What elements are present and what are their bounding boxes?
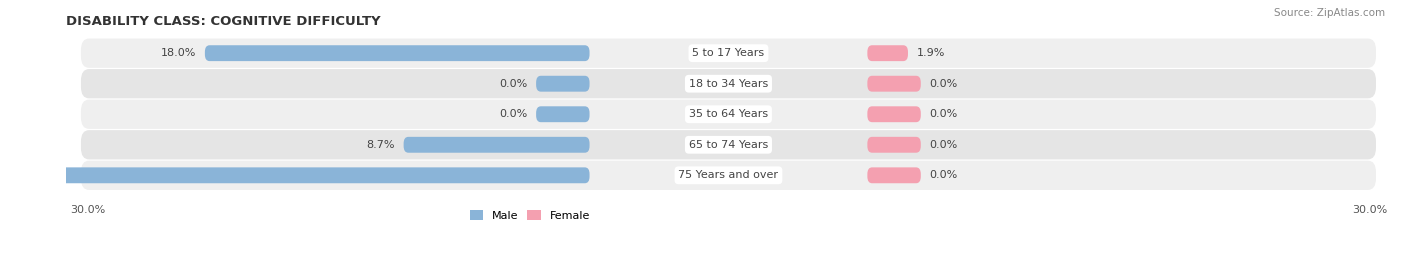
Text: 28.6%: 28.6% [4, 170, 42, 180]
FancyBboxPatch shape [404, 137, 589, 153]
FancyBboxPatch shape [82, 38, 1376, 68]
Text: 8.7%: 8.7% [367, 140, 395, 150]
FancyBboxPatch shape [82, 69, 1376, 98]
FancyBboxPatch shape [868, 167, 921, 183]
Text: DISABILITY CLASS: COGNITIVE DIFFICULTY: DISABILITY CLASS: COGNITIVE DIFFICULTY [66, 15, 381, 28]
Text: Source: ZipAtlas.com: Source: ZipAtlas.com [1274, 8, 1385, 18]
Legend: Male, Female: Male, Female [465, 206, 595, 225]
FancyBboxPatch shape [868, 76, 921, 92]
Text: 0.0%: 0.0% [929, 140, 957, 150]
Text: 0.0%: 0.0% [499, 79, 527, 89]
FancyBboxPatch shape [82, 100, 1376, 129]
Text: 35 to 64 Years: 35 to 64 Years [689, 109, 768, 119]
FancyBboxPatch shape [868, 137, 921, 153]
FancyBboxPatch shape [868, 45, 908, 61]
Text: 18 to 34 Years: 18 to 34 Years [689, 79, 768, 89]
Text: 0.0%: 0.0% [499, 109, 527, 119]
FancyBboxPatch shape [536, 76, 589, 92]
FancyBboxPatch shape [82, 130, 1376, 160]
FancyBboxPatch shape [82, 161, 1376, 190]
FancyBboxPatch shape [536, 106, 589, 122]
Text: 5 to 17 Years: 5 to 17 Years [692, 48, 765, 58]
Text: 75 Years and over: 75 Years and over [679, 170, 779, 180]
FancyBboxPatch shape [205, 45, 589, 61]
Text: 18.0%: 18.0% [160, 48, 197, 58]
Text: 1.9%: 1.9% [917, 48, 945, 58]
FancyBboxPatch shape [868, 106, 921, 122]
Text: 65 to 74 Years: 65 to 74 Years [689, 140, 768, 150]
FancyBboxPatch shape [0, 167, 589, 183]
Text: 0.0%: 0.0% [929, 170, 957, 180]
Text: 0.0%: 0.0% [929, 79, 957, 89]
Text: 0.0%: 0.0% [929, 109, 957, 119]
